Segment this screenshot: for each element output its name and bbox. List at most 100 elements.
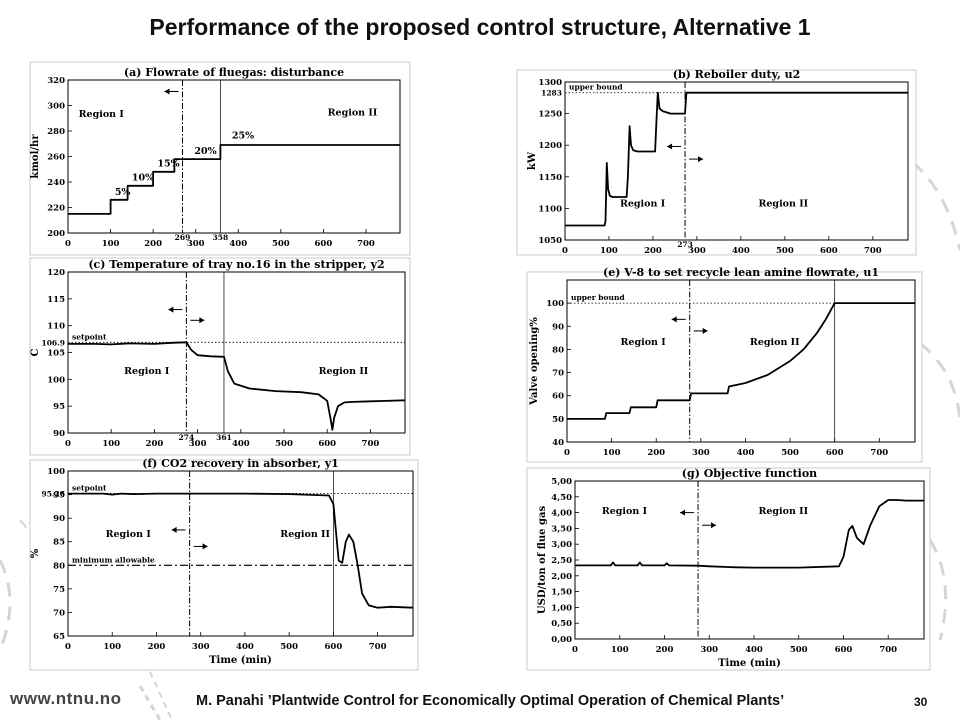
y-axis-label: C [30,348,41,356]
y-tick-label: 100 [546,299,564,309]
region-arrow-head [202,543,208,550]
y-tick-label: 280 [47,127,65,137]
region-arrow-head [667,143,673,150]
footer-citation: M. Panahi ’Plantwide Control for Economi… [196,693,785,709]
y-axis-label: USD/ton of flue gas [537,506,548,615]
y-tick-label: 110 [47,322,65,332]
region-arrow-head [702,327,708,334]
chart-g: (g) Objective function 0,00 0,50 1,00 1,50 2,… [526,467,931,671]
chart-f: (f) CO2 recovery in absorber, y1 65 70 75 80… [29,457,419,671]
footer-url[interactable]: www.ntnu.no [10,689,122,708]
reference-value-label: 95.26 [42,489,66,498]
y-tick-label: 0,00 [551,635,572,645]
x-tick-label: 200 [146,439,164,449]
x-tick-label: 700 [870,448,888,458]
x-tick-label: 500 [790,645,808,655]
y-tick-label: 260 [47,153,65,163]
region-arrow-head [199,317,205,324]
region-arrow-head [164,88,170,95]
x-tick-label: 300 [187,239,205,249]
x-tick-label: 500 [280,642,298,652]
y-tick-label: 5,00 [551,477,572,487]
x-tick-label: 100 [611,645,629,655]
x-tick-label: 400 [236,642,254,652]
annotation-label: Region II [758,506,808,517]
y-tick-label: 220 [47,204,65,214]
y-tick-label: 105 [47,349,65,359]
x-tick-label: 600 [820,246,838,256]
chart-c: (c) Temperature of tray no.16 in the str… [29,257,411,456]
x-tick-label: 200 [148,642,166,652]
x-tick-label: 500 [272,239,290,249]
y-tick-label: 200 [47,229,65,239]
x-tick-label: 0 [562,246,568,256]
x-tick-label: 100 [600,246,618,256]
region-boundary-label: 273 [677,240,693,249]
x-tick-label: 0 [65,239,71,249]
y-tick-label: 50 [552,415,564,425]
page-number: 30 [914,695,928,709]
y-tick-label: 1050 [538,236,562,246]
y-axis-label: Valve opening% [529,317,540,406]
y-tick-label: 115 [47,295,65,305]
reference-value-label: 1283 [541,89,562,98]
x-tick-label: 200 [144,239,162,249]
x-tick-label: 200 [644,246,662,256]
x-tick-label: 0 [65,439,71,449]
annotation-label: Region II [328,108,378,119]
reference-line-label: setpoint [72,332,107,341]
y-tick-label: 4,50 [551,493,572,503]
series-line [68,492,414,609]
y-tick-label: 2,00 [551,572,572,582]
region-boundary-label: 274 [179,433,195,442]
region-arrow-head [171,526,177,533]
y-tick-label: 0,50 [551,619,572,629]
plot-area [574,480,925,640]
plot-area [564,81,909,241]
reference-value-label: 106.9 [42,338,66,347]
y-tick-label: 4,00 [551,509,572,519]
region-boundary-label: 269 [175,233,191,242]
series-line [567,302,915,420]
series-line [575,499,924,569]
y-tick-label: 90 [552,322,564,332]
chart-title: (e) V-8 to set recycle lean amine flowra… [603,266,879,279]
annotation-label: Region I [602,506,648,517]
x-tick-label: 300 [700,645,718,655]
x-tick-label: 400 [745,645,763,655]
x-tick-label: 100 [603,448,621,458]
y-tick-label: 90 [53,429,65,439]
region-arrow-head [671,316,677,323]
x-tick-label: 400 [232,439,250,449]
annotation-label: Region II [319,366,369,377]
chart-b: (b) Reboiler duty, u2 1050 1100 1150 1200 125… [516,68,917,256]
y-tick-label: 1,50 [551,588,572,598]
x-tick-label: 700 [357,239,375,249]
x-tick-label: 700 [879,645,897,655]
x-tick-label: 300 [692,448,710,458]
y-tick-label: 40 [552,438,564,448]
y-tick-label: 100 [47,375,65,385]
chart-title: (f) CO2 recovery in absorber, y1 [142,457,339,470]
x-tick-label: 300 [688,246,706,256]
x-tick-label: 0 [65,642,71,652]
x-tick-label: 400 [732,246,750,256]
x-tick-label: 400 [229,239,247,249]
y-tick-label: 70 [552,369,564,379]
annotation-label: Region II [750,337,800,348]
reference-line-label: minimum allowable [72,555,155,564]
annotation-label: Region II [280,529,330,540]
series-line [68,341,406,431]
annotation-label: 15% [157,159,179,170]
x-tick-label: 0 [572,645,578,655]
region-arrow-head [698,156,704,163]
x-tick-label: 600 [315,239,333,249]
annotation-label: Region I [620,199,666,210]
y-tick-label: 85 [53,538,65,548]
x-axis-label: Time (min) [718,658,781,669]
x-tick-label: 600 [826,448,844,458]
reference-line-label: upper bound [569,83,623,92]
x-tick-label: 400 [737,448,755,458]
